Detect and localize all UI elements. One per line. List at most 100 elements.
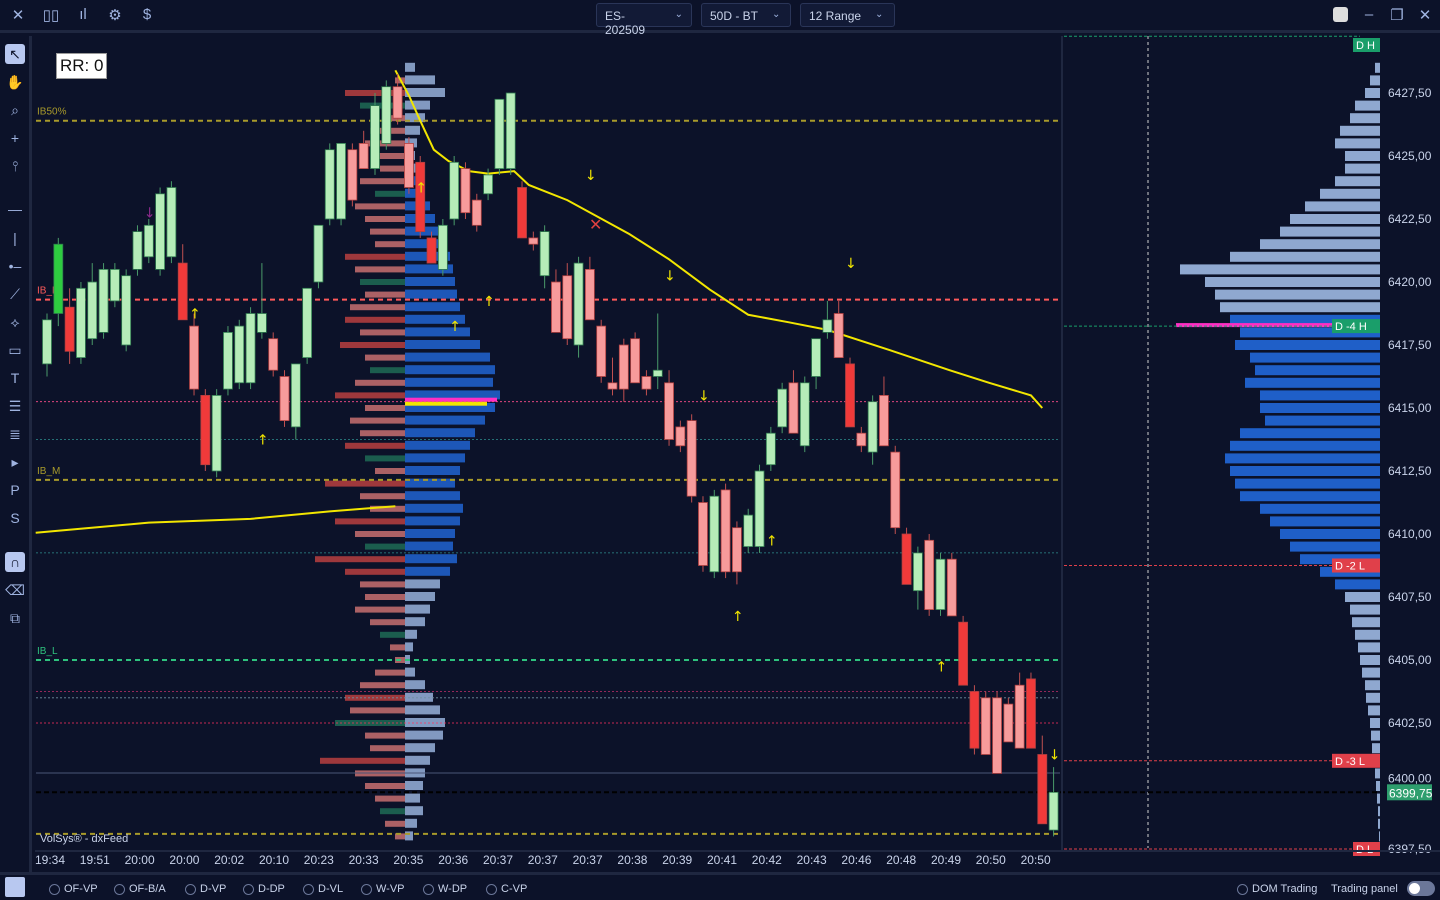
candle-body (505, 92, 516, 169)
time-axis-label: 20:37 (573, 853, 603, 867)
list-alt-icon[interactable]: ≣ (9, 426, 21, 442)
candles-icon[interactable]: ▯▯ (42, 7, 60, 24)
session-profile-bid-bar (405, 793, 420, 803)
list-icon[interactable]: ☰ (8, 398, 22, 414)
trading-panel-toggle[interactable] (1407, 881, 1435, 896)
rectangle-icon[interactable]: ▭ (8, 342, 22, 358)
session-profile-bid-bar (405, 831, 413, 841)
ray-icon[interactable]: •– (8, 258, 22, 274)
anchor-icon[interactable]: ⫯ (11, 158, 19, 174)
close-icon[interactable]: ✕ (11, 7, 25, 24)
candle-body (867, 401, 878, 453)
profit-icon[interactable]: P (10, 482, 20, 498)
candle-body (528, 237, 539, 245)
time-axis-label: 20:10 (259, 853, 289, 867)
bar-type-select[interactable]: 12 Range ⌄ (800, 3, 895, 27)
candle-body (211, 394, 222, 472)
period-select[interactable]: 50D - BT ⌄ (701, 3, 791, 27)
day-profile-bar (1358, 642, 1380, 653)
time-axis-label: 20:41 (707, 853, 737, 867)
right-level-badge (1353, 842, 1380, 856)
option-d-vp[interactable]: D-VP (185, 883, 226, 895)
play-icon[interactable]: ▸ (11, 454, 19, 470)
session-profile-bid-bar (405, 516, 460, 526)
session-profile-bid-bar (405, 415, 485, 425)
transparency-icon[interactable] (1333, 7, 1348, 22)
eraser-icon[interactable]: ⌫ (5, 582, 25, 598)
day-profile-bar (1240, 327, 1380, 338)
zoom-icon[interactable]: ⌕ (11, 102, 19, 118)
session-profile-bid-bar (405, 541, 453, 551)
candle-body (223, 331, 233, 390)
hand-icon[interactable]: ✋ (6, 74, 24, 90)
candle-body (517, 187, 527, 239)
candle-body (652, 369, 663, 377)
time-axis-label: 20:39 (662, 853, 692, 867)
risk-reward-label: RR: 0 (56, 53, 108, 79)
session-profile-bid-bar (405, 453, 465, 463)
session-profile-ask-bar (345, 694, 405, 701)
right-level-badge (1332, 319, 1380, 334)
bars-icon[interactable]: ıl (79, 6, 87, 23)
text-icon[interactable]: T (10, 370, 20, 386)
candle-body (471, 199, 482, 226)
stop-icon[interactable]: S (10, 510, 20, 526)
session-profile-ask-bar (365, 405, 405, 411)
option-c-vp[interactable]: C-VP (486, 883, 527, 895)
arrow-down-icon: ↓ (698, 388, 710, 404)
dollar-icon[interactable]: $ (142, 6, 152, 23)
symbol-select[interactable]: ES-202509 ⌄ (596, 3, 692, 37)
candle-body (415, 161, 426, 233)
price-axis-label: 6427,50 (1388, 86, 1432, 100)
candle-body (1048, 791, 1059, 831)
horizontal-line-icon[interactable]: — (8, 201, 22, 217)
option-w-vp[interactable]: W-VP (361, 883, 405, 895)
time-axis-label: 20:00 (125, 853, 155, 867)
right-level-label: D H (1356, 40, 1375, 52)
restore-icon[interactable]: ❐ (1390, 7, 1404, 24)
day-profile-bar (1290, 541, 1380, 552)
magnet-icon[interactable]: ∩ (5, 552, 25, 572)
crosshair-icon[interactable]: + (10, 130, 20, 146)
trend-line-icon[interactable]: ⟋ (10, 286, 20, 302)
session-profile-bid-bar (405, 680, 425, 690)
day-profile-bar (1280, 226, 1380, 237)
day-profile-bar (1270, 516, 1380, 527)
candle-body (426, 237, 437, 264)
session-profile-ask-bar (370, 505, 405, 512)
candle-body (539, 231, 550, 277)
candle-body (562, 275, 573, 340)
option-d-dp[interactable]: D-DP (243, 883, 285, 895)
session-profile-bid-bar (405, 138, 417, 148)
prior-vwap-line (35, 505, 396, 534)
monitor-icon[interactable] (5, 877, 25, 897)
time-axis-label: 20:42 (752, 853, 782, 867)
day-profile-bar (1370, 75, 1380, 86)
pointer-icon[interactable]: ↖ (5, 44, 25, 64)
candle-body (336, 142, 346, 220)
candle-body (709, 495, 720, 573)
candle-body (698, 502, 708, 566)
layers-icon[interactable]: ⧉ (10, 610, 20, 626)
day-profile-bar (1365, 680, 1380, 691)
gear-icon[interactable]: ⚙ (108, 7, 122, 24)
day-profile-bar (1335, 579, 1380, 590)
candle-body (1003, 703, 1014, 743)
dom-trading-radio[interactable]: DOM Trading (1237, 883, 1317, 895)
window-close-icon[interactable]: ✕ (1418, 7, 1432, 24)
option-of-vp[interactable]: OF-VP (49, 883, 98, 895)
candle-body (969, 691, 980, 749)
candle-body (630, 338, 641, 384)
option-w-dp[interactable]: W-DP (423, 883, 467, 895)
session-profile-bid-bar (405, 478, 455, 488)
minimize-icon[interactable]: – (1364, 6, 1374, 23)
option-of-b-a[interactable]: OF-B/A (114, 883, 166, 895)
option-label: D-DP (258, 883, 285, 895)
option-d-vl[interactable]: D-VL (303, 883, 343, 895)
vertical-line-icon[interactable]: | (13, 230, 17, 246)
session-profile-bid-bar (405, 403, 495, 412)
arrow-up-icon: ↑ (766, 533, 778, 549)
day-profile-bar (1260, 403, 1380, 413)
channel-icon[interactable]: ⟡ (10, 314, 20, 330)
